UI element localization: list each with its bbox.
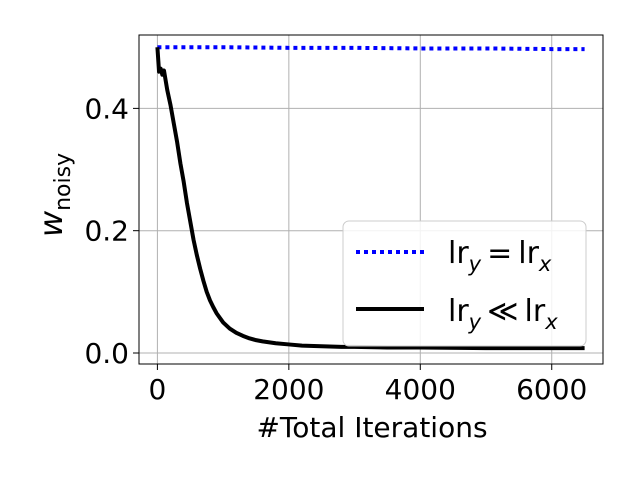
y-axis-label: wnoisy xyxy=(32,153,76,237)
x-tick-label: 4000 xyxy=(385,373,456,406)
x-axis-label: #Total Iterations xyxy=(256,411,487,444)
legend-entry-much-less: lry ≪ lrx xyxy=(448,294,558,334)
y-tick-label: 0.2 xyxy=(84,215,129,248)
series-line-dotted xyxy=(157,45,585,52)
legend-box xyxy=(342,220,587,347)
series-line-solid xyxy=(155,47,585,351)
y-axis-label-main: w xyxy=(32,210,70,237)
x-tick-label: 0 xyxy=(148,373,166,406)
legend-entry-equal: lry = lrx xyxy=(448,236,552,276)
legend: lry = lrx lry ≪ lrx xyxy=(342,220,587,347)
axes-frame xyxy=(138,34,604,365)
series-layer xyxy=(155,45,585,351)
x-tick-label: 2000 xyxy=(253,373,324,406)
y-tick-label: 0.0 xyxy=(84,337,129,370)
axis-ticks: 0 2000 4000 6000 0.0 0.2 0.4 xyxy=(84,92,587,406)
x-tick-label: 6000 xyxy=(516,373,587,406)
y-axis-label-subscript: noisy xyxy=(51,153,76,211)
y-tick-label: 0.4 xyxy=(84,92,129,125)
